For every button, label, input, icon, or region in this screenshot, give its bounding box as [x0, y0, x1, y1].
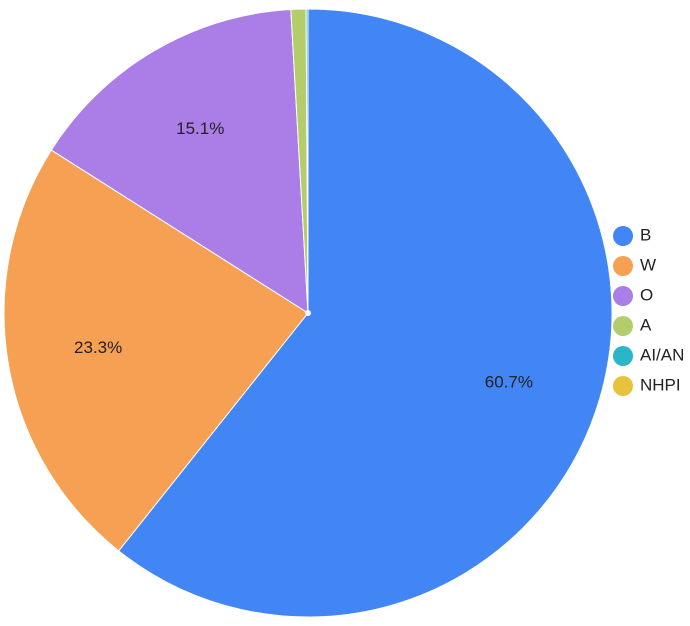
legend-swatch [613, 316, 633, 336]
data-label: 23.3% [74, 338, 122, 357]
legend-swatch [613, 256, 633, 276]
legend-label: NHPI [640, 375, 681, 394]
legend-swatch [613, 346, 633, 366]
legend-label: A [640, 315, 652, 334]
legend-swatch [613, 286, 633, 306]
center-dot [305, 310, 311, 316]
legend-swatch [613, 226, 633, 246]
pie-slice [117, 8, 613, 618]
pie-slice [305, 8, 309, 314]
legend-label: AI/AN [640, 345, 684, 364]
legend-label: O [640, 285, 653, 304]
data-label: 15.1% [176, 119, 224, 138]
legend-swatch [613, 376, 633, 396]
pie-slice [3, 149, 309, 552]
pie-slice [50, 8, 309, 314]
data-label: 60.7% [485, 373, 533, 392]
legend-label: B [640, 225, 651, 244]
legend-label: W [640, 255, 656, 274]
